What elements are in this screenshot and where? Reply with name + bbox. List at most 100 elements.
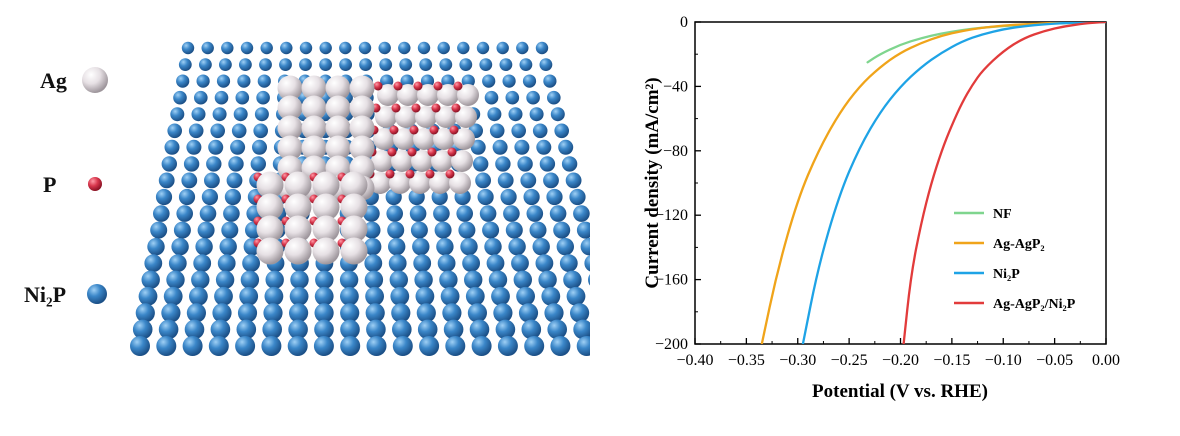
ni2p-atom — [186, 139, 202, 155]
ni2p-atom — [173, 221, 191, 239]
series-line-3 — [902, 22, 1106, 344]
ag-atom — [284, 193, 312, 221]
ni2p-atom — [364, 254, 383, 273]
ni2p-atom — [588, 274, 590, 286]
y-tick-label: −40 — [663, 78, 688, 95]
ag-atom — [312, 215, 340, 243]
ni2p-atom — [505, 90, 520, 105]
ag-atom — [256, 193, 284, 221]
ni2p-atom — [260, 41, 273, 55]
plot-frame — [694, 21, 1107, 345]
ni2p-atom — [130, 336, 150, 356]
ni2p-atom — [219, 238, 237, 256]
ni2p-atom — [259, 58, 272, 71]
ni2p-atom — [493, 303, 513, 323]
chart-legend: NF Ag-AgP₂ Ni₂P Ag-AgP₂/Ni₂P — [954, 207, 1076, 312]
ni2p-atom — [526, 90, 540, 105]
ni2p-atom — [265, 270, 284, 289]
ag-atom — [301, 95, 327, 121]
y-tick-label: −160 — [655, 272, 688, 289]
ni2p-atom — [415, 286, 435, 306]
ag-atom — [340, 171, 368, 199]
ni2p-atom — [503, 205, 520, 222]
ni2p-atom — [147, 238, 165, 256]
ni2p-atom — [183, 156, 200, 172]
ni2p-atom — [191, 270, 210, 289]
ni2p-atom — [378, 41, 391, 55]
ni2p-atom — [535, 254, 554, 273]
ni2p-atom — [235, 90, 250, 105]
ni2p-atom — [212, 107, 227, 122]
ni2p-atom — [364, 238, 382, 256]
ni2p-atom — [186, 303, 206, 323]
ni2p-atom — [314, 319, 334, 340]
ni2p-atom — [319, 41, 332, 55]
ni2p-atom — [500, 188, 517, 206]
ni2p-atom — [550, 107, 565, 122]
ag-atom — [415, 106, 437, 128]
y-tick-labels: 0 −40 −80 −120 −160 −200 — [655, 14, 688, 353]
x-tick-label: −0.40 — [676, 352, 713, 369]
ni2p-atom — [196, 74, 210, 88]
ni2p-atom — [496, 41, 509, 55]
ag-atom — [301, 115, 327, 141]
ni2p-atom — [546, 188, 563, 206]
p-atom — [387, 147, 397, 157]
ni2p-atom — [178, 58, 192, 71]
ni2p-atom — [288, 319, 308, 340]
x-tick-label: −0.10 — [985, 352, 1022, 369]
ni2p-atom — [189, 286, 208, 306]
ni2p-atom — [144, 254, 163, 273]
ni2p-atom — [456, 205, 474, 222]
y-tick-label: 0 — [680, 14, 688, 31]
ni2p-atom — [359, 58, 372, 71]
ni2p-atom — [580, 238, 590, 256]
ni2p-atom — [569, 188, 586, 206]
x-tick-label: −0.20 — [882, 352, 919, 369]
ag-atom — [284, 237, 312, 265]
ni2p-atom — [339, 58, 352, 71]
ni2p-atom — [522, 74, 537, 88]
p-atom — [391, 103, 401, 113]
series-curves — [760, 22, 1106, 344]
ni2p-atom — [176, 74, 190, 88]
ni2p-atom — [299, 58, 312, 71]
ni2p-atom — [216, 74, 231, 88]
ni2p-atom — [201, 41, 214, 55]
ni2p-atom — [168, 254, 187, 273]
ni2p-atom — [482, 221, 500, 239]
y-tick-label: −80 — [663, 143, 688, 160]
ni2p-atom — [239, 58, 252, 71]
ni2p-atom — [476, 41, 490, 55]
ni2p-atom — [543, 172, 559, 189]
ag-atom — [453, 128, 475, 150]
ni2p-atom — [264, 286, 284, 306]
ni2p-atom — [387, 221, 405, 239]
ni2p-atom — [419, 58, 433, 71]
ni2p-atom — [529, 107, 544, 122]
p-atom — [433, 81, 443, 91]
x-tick-label: −0.25 — [831, 352, 868, 369]
ni2p-atom — [319, 58, 332, 71]
ni2p-atom — [208, 336, 229, 356]
x-tick-labels: −0.40 −0.35 −0.30 −0.25 −0.20 −0.15 −0.10 −0.05… — [676, 352, 1120, 369]
y-axis-title: Current density (mA/cm²) — [642, 77, 663, 288]
legend-label-0: NF — [993, 207, 1012, 222]
ni2p-atom — [195, 238, 213, 256]
ni2p-atom — [224, 188, 241, 206]
ni2p-atom — [502, 74, 516, 88]
legend-p: P — [43, 172, 102, 197]
ni2p-atom — [386, 205, 404, 222]
series-line-2 — [801, 22, 1106, 344]
ag-atom — [284, 171, 312, 199]
p-atom — [429, 125, 439, 135]
ni2p-atom — [340, 286, 359, 306]
ni2p-atom — [497, 172, 514, 189]
p-atom — [449, 125, 459, 135]
ni2p-atom — [489, 123, 505, 139]
ni2p-atom — [416, 303, 436, 323]
ni2p-atom — [204, 172, 220, 189]
ag-atom — [325, 115, 351, 141]
ag-atom — [349, 135, 375, 161]
ni2p-atom — [519, 58, 533, 71]
